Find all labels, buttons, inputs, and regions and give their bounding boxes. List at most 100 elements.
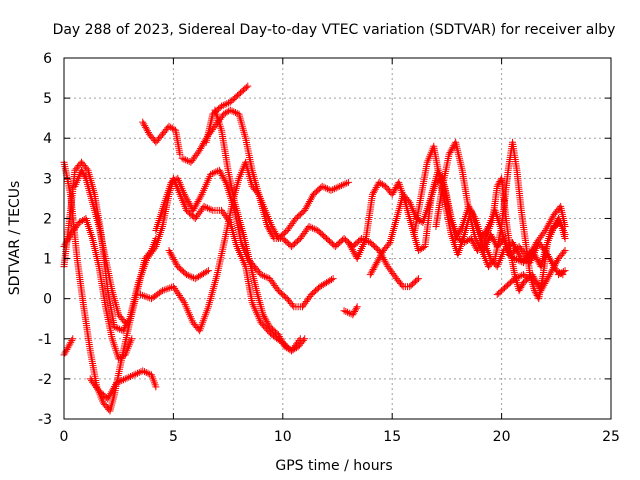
data-point <box>269 233 277 241</box>
data-point <box>307 196 315 204</box>
data-point <box>177 293 185 301</box>
data-point <box>181 192 189 200</box>
data-point <box>530 287 538 295</box>
data-point <box>64 344 72 352</box>
data-point <box>539 283 547 291</box>
x-tick-label: 20 <box>493 429 511 445</box>
data-point <box>413 276 421 284</box>
data-point <box>259 271 267 279</box>
data-point <box>111 382 119 390</box>
data-point <box>345 240 353 248</box>
data-point <box>530 244 538 252</box>
data-point <box>518 271 526 279</box>
data-point <box>125 373 133 381</box>
data-point <box>186 272 194 280</box>
data-points <box>60 82 569 415</box>
data-point <box>107 390 115 398</box>
data-point <box>353 303 361 311</box>
series-trace-6 <box>71 166 129 327</box>
data-point <box>81 173 89 181</box>
data-point <box>332 184 340 192</box>
data-point <box>141 368 149 376</box>
series-trace-8 <box>139 118 184 158</box>
data-point <box>144 369 152 377</box>
series-trace-13 <box>211 106 309 355</box>
data-point <box>532 278 540 286</box>
data-point <box>305 222 313 230</box>
data-point <box>65 342 73 350</box>
data-point <box>226 106 234 114</box>
data-point <box>337 182 345 190</box>
data-point <box>203 268 211 276</box>
data-point <box>529 246 537 254</box>
data-point <box>310 225 318 233</box>
data-point <box>83 165 91 173</box>
data-point <box>200 202 208 210</box>
axis-ticks <box>63 57 612 420</box>
data-point <box>197 192 205 200</box>
data-point <box>550 263 558 271</box>
data-point <box>228 107 236 115</box>
data-point <box>322 184 330 192</box>
series-trace-12 <box>202 82 252 146</box>
data-point <box>304 201 312 209</box>
x-axis-label: GPS time / hours <box>275 458 392 474</box>
data-point <box>232 109 240 117</box>
data-point <box>347 244 355 252</box>
data-point <box>414 275 422 283</box>
data-point <box>349 311 357 319</box>
data-point <box>137 291 145 299</box>
data-point <box>116 377 124 385</box>
data-point <box>339 181 347 189</box>
data-point <box>195 196 203 204</box>
data-point <box>540 228 548 236</box>
data-point <box>529 272 537 280</box>
data-point <box>329 186 337 194</box>
data-point <box>514 273 522 281</box>
data-point <box>164 285 172 293</box>
data-point <box>514 256 522 264</box>
data-point <box>108 388 116 396</box>
data-point <box>351 308 359 316</box>
data-point <box>532 254 540 262</box>
x-tick-label: 0 <box>60 429 69 445</box>
data-point <box>533 255 541 263</box>
data-point <box>302 205 310 213</box>
data-point <box>63 345 71 353</box>
data-point <box>140 292 148 300</box>
data-point <box>327 276 335 284</box>
data-point <box>169 254 177 262</box>
data-point <box>306 198 314 206</box>
data-point <box>349 247 357 255</box>
data-point <box>518 258 526 266</box>
series-trace-14 <box>340 303 361 319</box>
y-tick-label: -1 <box>38 332 52 348</box>
data-point <box>515 287 523 295</box>
data-point <box>118 376 126 384</box>
data-point <box>178 154 186 162</box>
data-point <box>260 272 268 280</box>
data-point <box>344 308 352 316</box>
data-point <box>202 203 210 211</box>
data-point <box>180 190 188 198</box>
data-point <box>134 369 142 377</box>
data-point <box>184 198 192 206</box>
y-tick-label: 5 <box>43 91 52 107</box>
chart-title: Day 288 of 2023, Sidereal Day-to-day VTE… <box>53 22 616 38</box>
data-point <box>151 244 159 252</box>
data-point <box>490 256 498 264</box>
x-tick-labels: 0 5 10 15 20 25 <box>60 429 620 445</box>
data-point <box>178 295 186 303</box>
data-point <box>511 275 519 283</box>
data-point <box>262 273 270 281</box>
data-point <box>123 374 131 382</box>
data-point <box>184 271 192 279</box>
data-point <box>166 248 174 256</box>
y-tick-label: 6 <box>43 51 52 67</box>
data-point <box>320 183 328 191</box>
data-point <box>127 372 135 380</box>
data-point <box>110 323 118 331</box>
data-point <box>132 370 140 378</box>
data-point <box>561 267 569 275</box>
y-tick-labels: -3 -2 -1 0 1 2 3 4 5 6 <box>38 51 52 428</box>
